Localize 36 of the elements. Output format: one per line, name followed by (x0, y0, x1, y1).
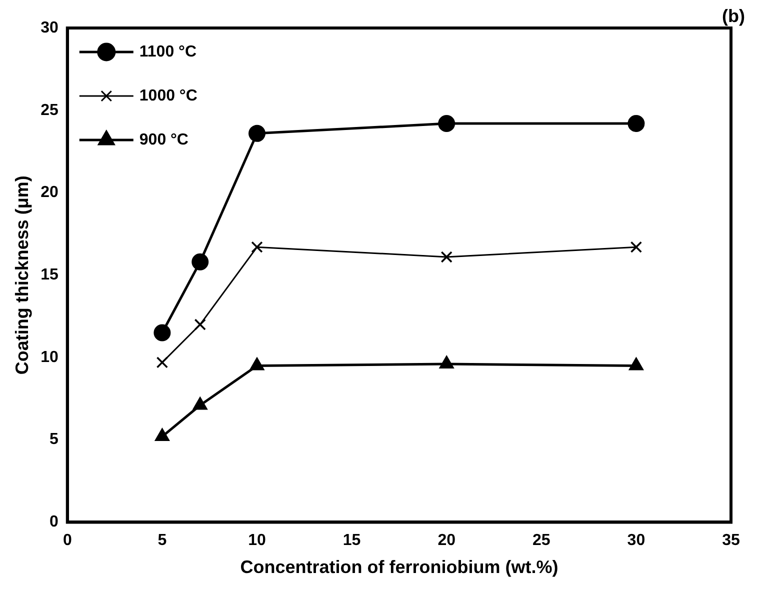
x-axis-title: Concentration of ferroniobium (wt.%) (240, 557, 558, 578)
point (628, 357, 644, 370)
x-tick-label: 0 (62, 532, 72, 550)
x-tick-label: 30 (627, 532, 646, 550)
legend-label: 900 °C (139, 131, 189, 148)
point (154, 324, 171, 342)
x-tick-label: 5 (158, 532, 167, 550)
point (251, 241, 263, 253)
legend-label: 1100 °C (139, 43, 197, 60)
point (156, 356, 168, 368)
point (192, 396, 208, 410)
point (438, 115, 456, 132)
point (630, 241, 642, 253)
legend-label: 1000 °C (139, 87, 198, 104)
point (250, 357, 264, 370)
y-tick-label: 0 (49, 514, 58, 531)
y-axis-title: Coating thickness (μm) (12, 176, 32, 375)
x-tick-label: 25 (532, 532, 550, 550)
point (154, 428, 170, 442)
y-tick-label: 25 (40, 102, 58, 119)
y-tick-label: 20 (40, 184, 58, 202)
y-tick-label: 5 (49, 431, 58, 448)
point (194, 318, 206, 330)
point (628, 115, 645, 132)
x-tick-label: 15 (342, 532, 361, 550)
x-tick-label: 35 (722, 532, 740, 550)
x-tick-label: 20 (438, 532, 456, 550)
y-tick-label: 15 (40, 266, 58, 284)
point (248, 124, 266, 142)
point (440, 251, 452, 263)
y-tick-label: 30 (40, 19, 58, 36)
x-tick-label: 10 (248, 532, 266, 550)
y-tick-label: 10 (40, 348, 58, 366)
point (192, 253, 209, 270)
point (439, 356, 454, 369)
text: (b) (722, 6, 745, 27)
